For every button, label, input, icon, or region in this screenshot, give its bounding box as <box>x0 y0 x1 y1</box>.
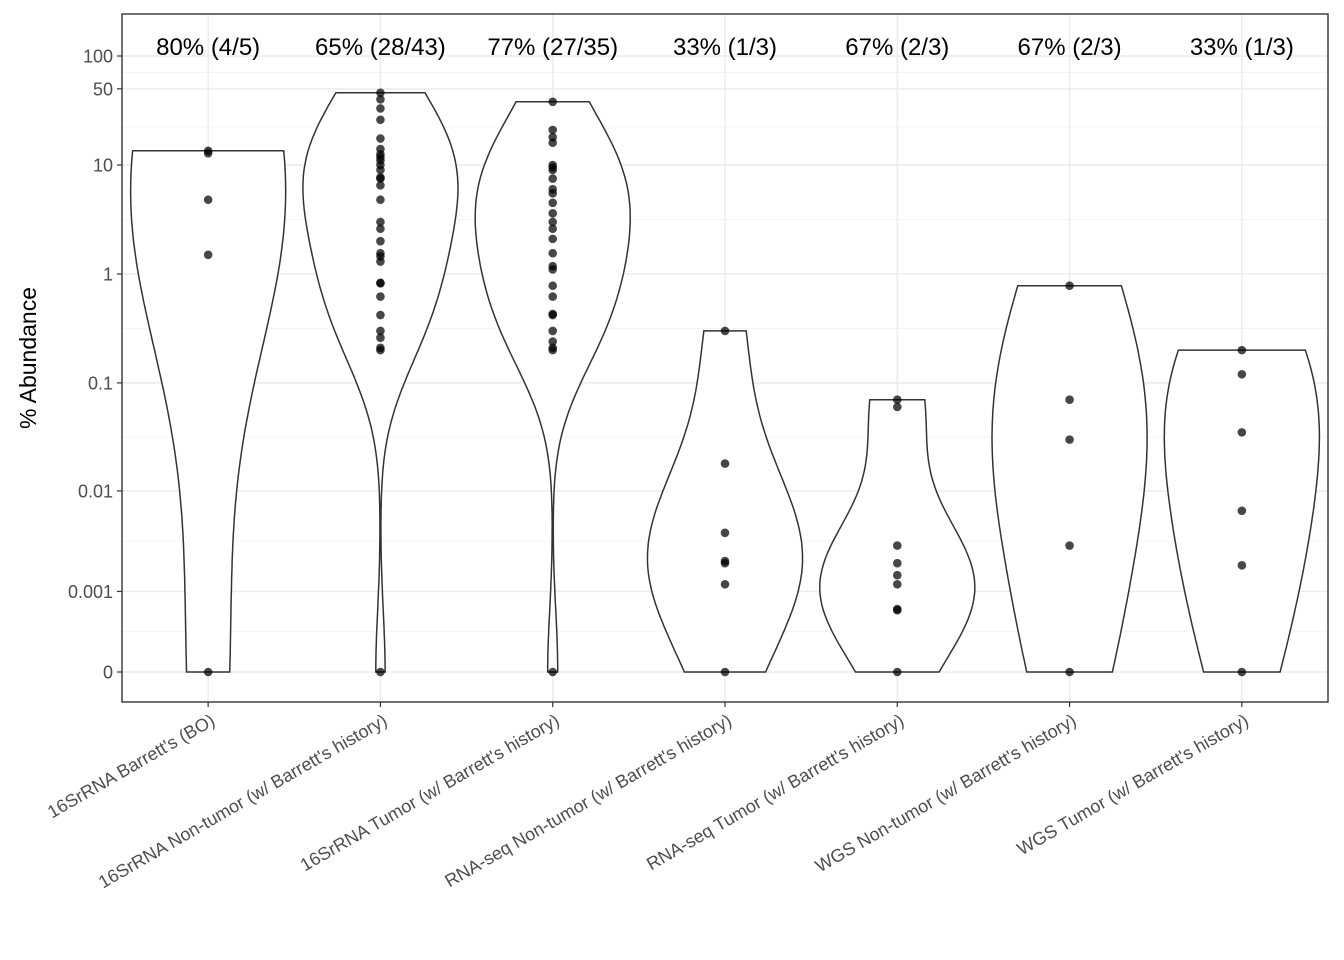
data-point <box>376 292 385 301</box>
data-point <box>892 570 902 580</box>
data-point <box>376 224 385 234</box>
data-point <box>203 250 213 260</box>
y-tick-label: 10 <box>93 155 113 175</box>
data-point <box>892 541 902 550</box>
data-point <box>376 217 385 227</box>
data-points <box>203 88 1247 677</box>
y-tick-label: 0 <box>103 663 113 683</box>
data-point <box>720 326 730 336</box>
data-point <box>548 97 558 107</box>
data-point <box>548 337 558 346</box>
data-point <box>720 579 730 589</box>
data-point <box>203 195 213 205</box>
data-point <box>1065 281 1074 291</box>
y-tick-label: 100 <box>83 47 113 67</box>
y-tick-label: 0.1 <box>88 373 113 393</box>
y-tick-label: 0.01 <box>78 481 113 501</box>
data-point <box>548 224 558 234</box>
data-point <box>376 104 385 113</box>
data-point <box>548 198 558 208</box>
data-point <box>892 558 902 568</box>
data-point <box>548 217 558 227</box>
data-point <box>376 88 385 98</box>
violin-shape <box>991 284 1148 673</box>
data-point <box>892 667 902 677</box>
data-point <box>548 209 558 218</box>
violin-shape <box>474 101 631 673</box>
data-point <box>892 395 902 405</box>
data-point <box>548 160 558 170</box>
data-point <box>548 261 558 271</box>
data-point <box>548 309 558 319</box>
data-point <box>720 528 730 538</box>
data-point <box>548 281 558 291</box>
data-point <box>1237 345 1247 355</box>
violin-shape <box>129 150 287 673</box>
data-point <box>548 343 558 353</box>
violin-shape <box>646 330 804 673</box>
data-point <box>376 144 385 154</box>
data-point <box>376 310 385 320</box>
violin-shape <box>819 398 976 673</box>
data-point <box>376 326 385 336</box>
data-point <box>548 234 558 244</box>
data-point <box>376 333 385 343</box>
data-point <box>376 236 385 246</box>
data-point <box>376 95 385 104</box>
percent-annotation: 80% (4/5) <box>156 34 260 61</box>
data-point <box>720 459 730 468</box>
data-point <box>1065 435 1074 444</box>
data-point <box>1065 541 1074 550</box>
y-tick-label: 1 <box>103 264 113 284</box>
data-point <box>1065 395 1074 405</box>
data-point <box>376 173 385 182</box>
y-tick-label: 50 <box>93 79 113 99</box>
data-point <box>548 132 558 142</box>
percent-annotation: 67% (2/3) <box>845 34 949 61</box>
data-point <box>1237 506 1247 516</box>
data-point <box>203 667 213 677</box>
data-point <box>376 115 385 125</box>
data-point <box>203 146 213 156</box>
data-point <box>1237 369 1247 379</box>
data-point <box>1065 667 1074 677</box>
data-point <box>720 556 730 566</box>
data-point <box>376 181 385 190</box>
percent-annotation: 77% (27/35) <box>487 34 618 61</box>
data-point <box>548 125 558 135</box>
data-point <box>1237 561 1247 570</box>
data-point <box>376 134 385 143</box>
data-point <box>548 326 558 336</box>
data-point <box>376 195 385 205</box>
data-point <box>548 174 558 183</box>
data-point <box>548 667 558 677</box>
data-point <box>376 667 385 677</box>
data-point <box>548 292 558 301</box>
y-axis-ticks: 0 0.001 0.01 0.1 1 10 50 100 <box>68 47 122 683</box>
data-point <box>376 278 385 288</box>
data-point <box>376 248 385 258</box>
data-point <box>1237 667 1247 677</box>
violin-shape <box>302 92 459 673</box>
data-point <box>720 667 730 677</box>
data-point <box>892 604 902 614</box>
percent-annotation: 65% (28/43) <box>315 34 446 61</box>
data-point <box>892 402 902 412</box>
annotations: 80% (4/5) 65% (28/43) 77% (27/35) 33% (1/3)… <box>156 34 1294 61</box>
percent-annotation: 33% (1/3) <box>673 34 777 61</box>
y-axis-title: % Abundance <box>15 287 41 429</box>
data-point <box>892 579 902 589</box>
data-point <box>548 248 558 258</box>
data-point <box>1237 428 1247 437</box>
data-point <box>376 343 385 353</box>
data-point <box>548 184 558 194</box>
y-tick-label: 0.001 <box>68 582 113 602</box>
percent-annotation: 33% (1/3) <box>1190 34 1294 61</box>
percent-annotation: 67% (2/3) <box>1018 34 1122 61</box>
